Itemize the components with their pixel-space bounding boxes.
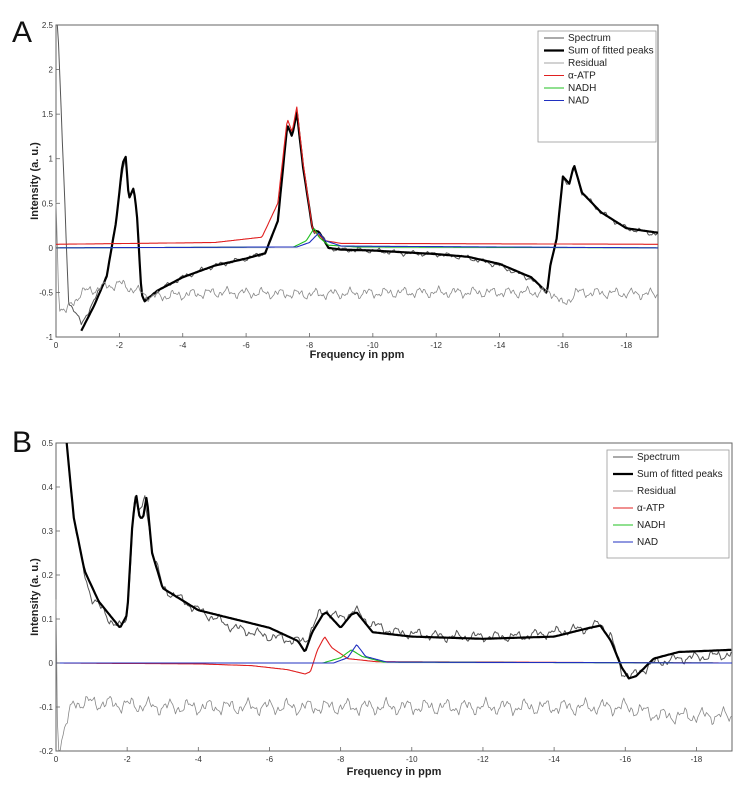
x-tick-label: -6 [266, 755, 274, 764]
y-tick-label: 1.5 [42, 110, 54, 119]
series-line-a--atp [56, 106, 658, 245]
x-tick-label: 0 [54, 755, 59, 764]
y-tick-label: 1 [49, 155, 54, 164]
y-tick-label: 2 [49, 66, 54, 75]
legend-label: Sum of fitted peaks [637, 469, 723, 480]
panel-letter-a: A [12, 16, 32, 49]
x-tick-label: -18 [621, 341, 633, 350]
series-line-a-nad [56, 232, 658, 249]
legend-label: NAD [637, 537, 658, 548]
x-tick-label: -4 [179, 341, 187, 350]
x-tick-label: -16 [619, 755, 631, 764]
series-lines-b [55, 442, 733, 752]
x-tick-label: -2 [124, 755, 132, 764]
y-tick-label: -1 [46, 333, 54, 342]
y-ticks-b: -0.2 -0.1 0 0.1 0.2 0.3 0.4 0.5 [39, 439, 60, 756]
y-tick-label: 0 [49, 244, 54, 253]
legend-label: Sum of fitted peaks [568, 46, 654, 57]
series-line-a-residual [55, 201, 659, 313]
legend-label: Spectrum [568, 33, 611, 44]
y-axis-label-a: Intensity (a. u.) [29, 142, 41, 220]
y-tick-label: 2.5 [42, 21, 54, 30]
y-tick-label: -0.2 [39, 747, 53, 756]
series-line-b-sum-of-fitted-peaks [65, 442, 732, 680]
x-tick-label: -12 [477, 755, 489, 764]
panel-letter-b: B [12, 426, 32, 459]
series-line-b-residual [55, 599, 733, 752]
legend-box-b [606, 449, 730, 559]
y-axis-label-b: Intensity (a. u.) [29, 558, 41, 636]
x-tick-label: -16 [557, 341, 569, 350]
series-line-b-spectrum [66, 442, 732, 678]
legend-label: Residual [568, 58, 607, 69]
x-axis-label-b: Frequency in ppm [347, 766, 442, 778]
panel-b: B 0 -2 -4 -6 -8 -10 -12 -14 -16 -18 -0.2 -0.1 0 0.1 0… [12, 426, 733, 778]
y-tick-label: 0.5 [42, 199, 54, 208]
x-tick-label: -6 [243, 341, 251, 350]
legend-b: Spectrum Sum of fitted peaks Residual α-ATP… [606, 449, 730, 559]
x-tick-label: -14 [548, 755, 560, 764]
y-tick-label: 0.2 [42, 571, 54, 580]
legend-label: NADH [568, 83, 596, 94]
x-axis-label-a: Frequency in ppm [310, 349, 405, 361]
x-tick-label: 0 [54, 341, 59, 350]
legend-label: NADH [637, 520, 665, 531]
series-lines-a [55, 24, 659, 332]
x-tick-label: -14 [494, 341, 506, 350]
y-tick-label: -0.1 [39, 703, 53, 712]
y-tick-label: 0.4 [42, 483, 54, 492]
x-tick-label: -18 [691, 755, 703, 764]
x-tick-label: -12 [430, 341, 442, 350]
x-ticks-b: 0 -2 -4 -6 -8 -10 -12 -14 -16 -18 [54, 747, 703, 764]
x-tick-label: -2 [116, 341, 124, 350]
legend-label: NAD [568, 96, 589, 107]
x-tick-label: -8 [306, 341, 314, 350]
legend-label: Spectrum [637, 452, 680, 463]
y-tick-label: -0.5 [39, 288, 53, 297]
panel-a: A 0 -2 -4 -6 -8 -10 -12 -14 -16 -18 -1 -0.5 0 0.5 1 1.… [12, 16, 659, 361]
y-tick-label: 0.3 [42, 527, 54, 536]
series-line-a-sum-of-fitted-peaks [80, 111, 659, 332]
y-tick-label: 0 [49, 659, 54, 668]
y-ticks-a: -1 -0.5 0 0.5 1 1.5 2 2.5 [39, 21, 60, 342]
x-ticks-a: 0 -2 -4 -6 -8 -10 -12 -14 -16 -18 [54, 333, 633, 350]
x-tick-label: -10 [367, 341, 379, 350]
y-tick-label: 0.1 [42, 615, 54, 624]
x-tick-label: -8 [337, 755, 345, 764]
legend-label: α-ATP [568, 71, 596, 82]
x-tick-label: -10 [406, 755, 418, 764]
y-tick-label: 0.5 [42, 439, 54, 448]
legend-label: Residual [637, 486, 676, 497]
series-line-b-nad [56, 644, 732, 664]
x-tick-label: -4 [195, 755, 203, 764]
legend-label: α-ATP [637, 503, 665, 514]
